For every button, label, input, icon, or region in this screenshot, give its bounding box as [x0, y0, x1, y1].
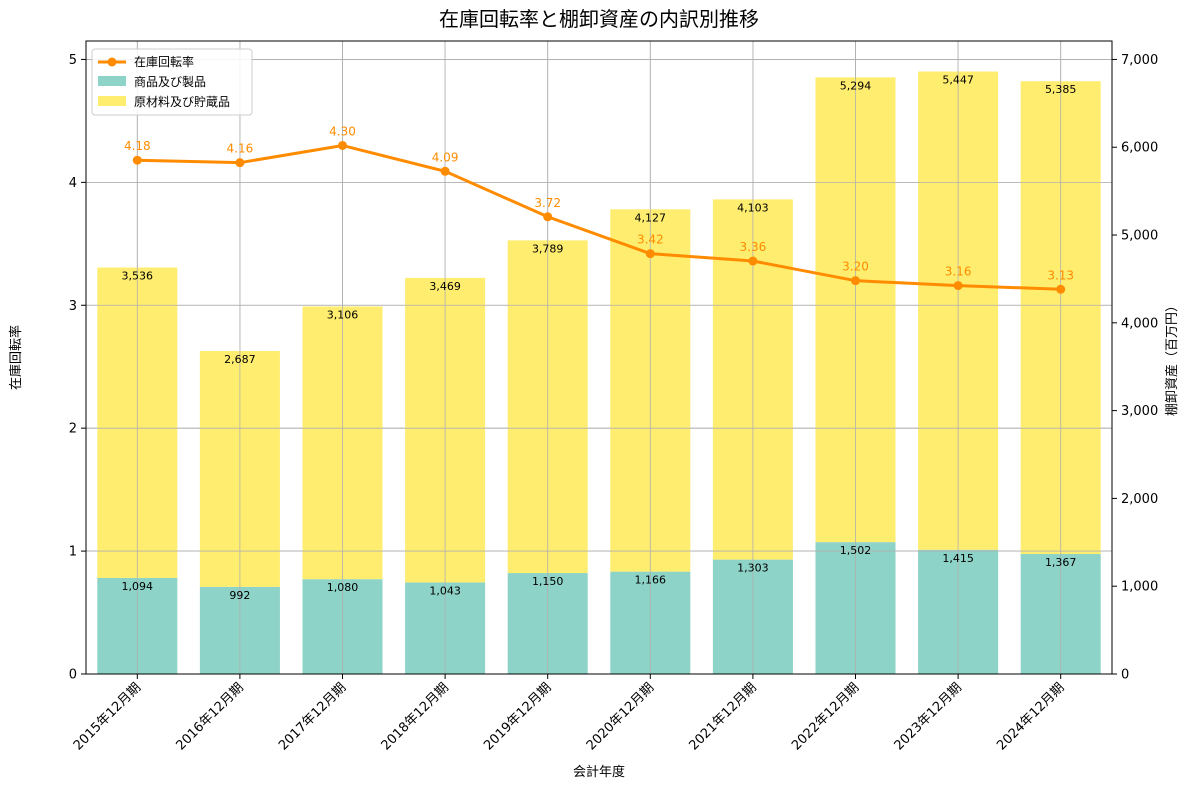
x-tick-label: 2016年12月期: [173, 680, 246, 753]
bar-value-label-products: 1,166: [635, 574, 667, 587]
ratio-point: [440, 166, 450, 176]
bar-value-label-materials: 5,447: [942, 74, 974, 87]
bar-value-label-materials: 3,536: [122, 270, 154, 283]
y-right-axis-label: 棚卸資産（百万円）: [1164, 299, 1180, 416]
bar-value-label-products: 992: [229, 589, 250, 602]
left-tick-label: 1: [69, 545, 77, 560]
x-tick-label: 2019年12月期: [481, 680, 554, 753]
x-axis-label: 会計年度: [573, 764, 625, 780]
x-tick-label: 2022年12月期: [789, 680, 862, 753]
legend-swatch-products: [98, 76, 126, 86]
bar-value-label-materials: 4,127: [635, 211, 667, 224]
ratio-point: [1056, 284, 1066, 294]
line-layer: 4.18 4.16 4.30 4.09 3.72 3.42 3.36 3.20 3.16 3.13: [124, 124, 1074, 294]
ratio-value-label: 3.13: [1047, 268, 1074, 282]
x-tick-label: 2018年12月期: [379, 680, 452, 753]
ratio-point: [748, 256, 758, 266]
bar-value-label-products: 1,080: [327, 581, 359, 594]
bar-value-label-products: 1,502: [840, 544, 872, 557]
legend-label-materials: 原材料及び貯蔵品: [134, 95, 230, 109]
bar-value-label-products: 1,367: [1045, 556, 1077, 569]
x-tick-label: 2021年12月期: [686, 680, 759, 753]
chart-title: 在庫回転率と棚卸資産の内訳別推移: [439, 7, 759, 31]
ratio-value-label: 4.18: [124, 139, 151, 153]
ratio-value-label: 3.72: [534, 196, 561, 210]
x-tick-label: 2024年12月期: [994, 680, 1067, 753]
bar-value-label-products: 1,094: [122, 580, 154, 593]
y-left-axis-label: 在庫回転率: [8, 325, 24, 390]
plot-frame: [85, 40, 1113, 675]
ratio-value-label: 4.30: [329, 124, 356, 138]
bar-layer: 1,094 3,536 992 2,687 1,080 3,106 1,043 3,469 1,…: [86, 41, 1112, 675]
bar-value-label-products: 1,303: [737, 562, 769, 575]
legend-swatch-materials: [98, 96, 126, 106]
ratio-value-label: 3.42: [637, 233, 664, 247]
right-tick-label: 0: [1121, 668, 1129, 683]
ratio-point: [953, 281, 963, 291]
left-tick-label: 2: [69, 422, 77, 437]
right-tick-label: 5,000: [1121, 229, 1158, 244]
bar-value-label-materials: 2,687: [224, 353, 256, 366]
left-tick-label: 5: [69, 53, 77, 68]
x-tick-label: 2015年12月期: [71, 680, 144, 753]
legend-label-products: 商品及び製品: [134, 74, 206, 89]
left-tick-label: 4: [69, 176, 77, 191]
right-tick-label: 4,000: [1121, 316, 1158, 331]
bar-value-label-materials: 3,106: [327, 308, 359, 321]
ratio-point: [851, 276, 860, 286]
bar-value-label-materials: 3,789: [532, 242, 564, 255]
left-tick-label: 3: [69, 299, 77, 314]
right-tick-label: 7,000: [1121, 53, 1158, 68]
ratio-value-label: 4.09: [432, 150, 459, 164]
bar-value-label-materials: 3,469: [429, 280, 461, 293]
bar-value-label-materials: 5,294: [840, 79, 872, 92]
ratio-value-label: 4.16: [227, 142, 254, 156]
ratio-point: [543, 212, 553, 222]
ratio-value-label: 3.36: [740, 240, 767, 254]
legend-box: [91, 48, 253, 116]
bar-value-label-products: 1,150: [532, 575, 564, 588]
right-tick-label: 2,000: [1121, 492, 1158, 507]
ratio-point: [645, 249, 655, 259]
x-tick-label: 2017年12月期: [276, 680, 349, 753]
right-tick-label: 3,000: [1121, 404, 1158, 419]
right-tick-label: 1,000: [1121, 580, 1158, 595]
left-tick-label: 0: [69, 668, 77, 683]
right-tick-label: 6,000: [1121, 141, 1158, 156]
ratio-point: [235, 158, 245, 168]
ratio-line: [137, 143, 1061, 291]
ratio-value-label: 3.16: [945, 265, 972, 279]
bar-value-label-materials: 4,103: [737, 201, 769, 214]
legend-label-ratio: 在庫回転率: [134, 54, 194, 69]
x-tick-label: 2023年12月期: [892, 680, 965, 753]
bar-value-label-products: 1,415: [942, 552, 974, 565]
ratio-value-label: 3.20: [842, 260, 869, 274]
ratio-point: [132, 155, 142, 165]
bar-value-label-products: 1,043: [429, 584, 461, 597]
legend-marker-ratio: [107, 57, 117, 67]
ratio-point: [338, 140, 347, 150]
x-tick-label: 2020年12月期: [584, 680, 657, 753]
bar-value-label-materials: 5,385: [1045, 83, 1077, 96]
